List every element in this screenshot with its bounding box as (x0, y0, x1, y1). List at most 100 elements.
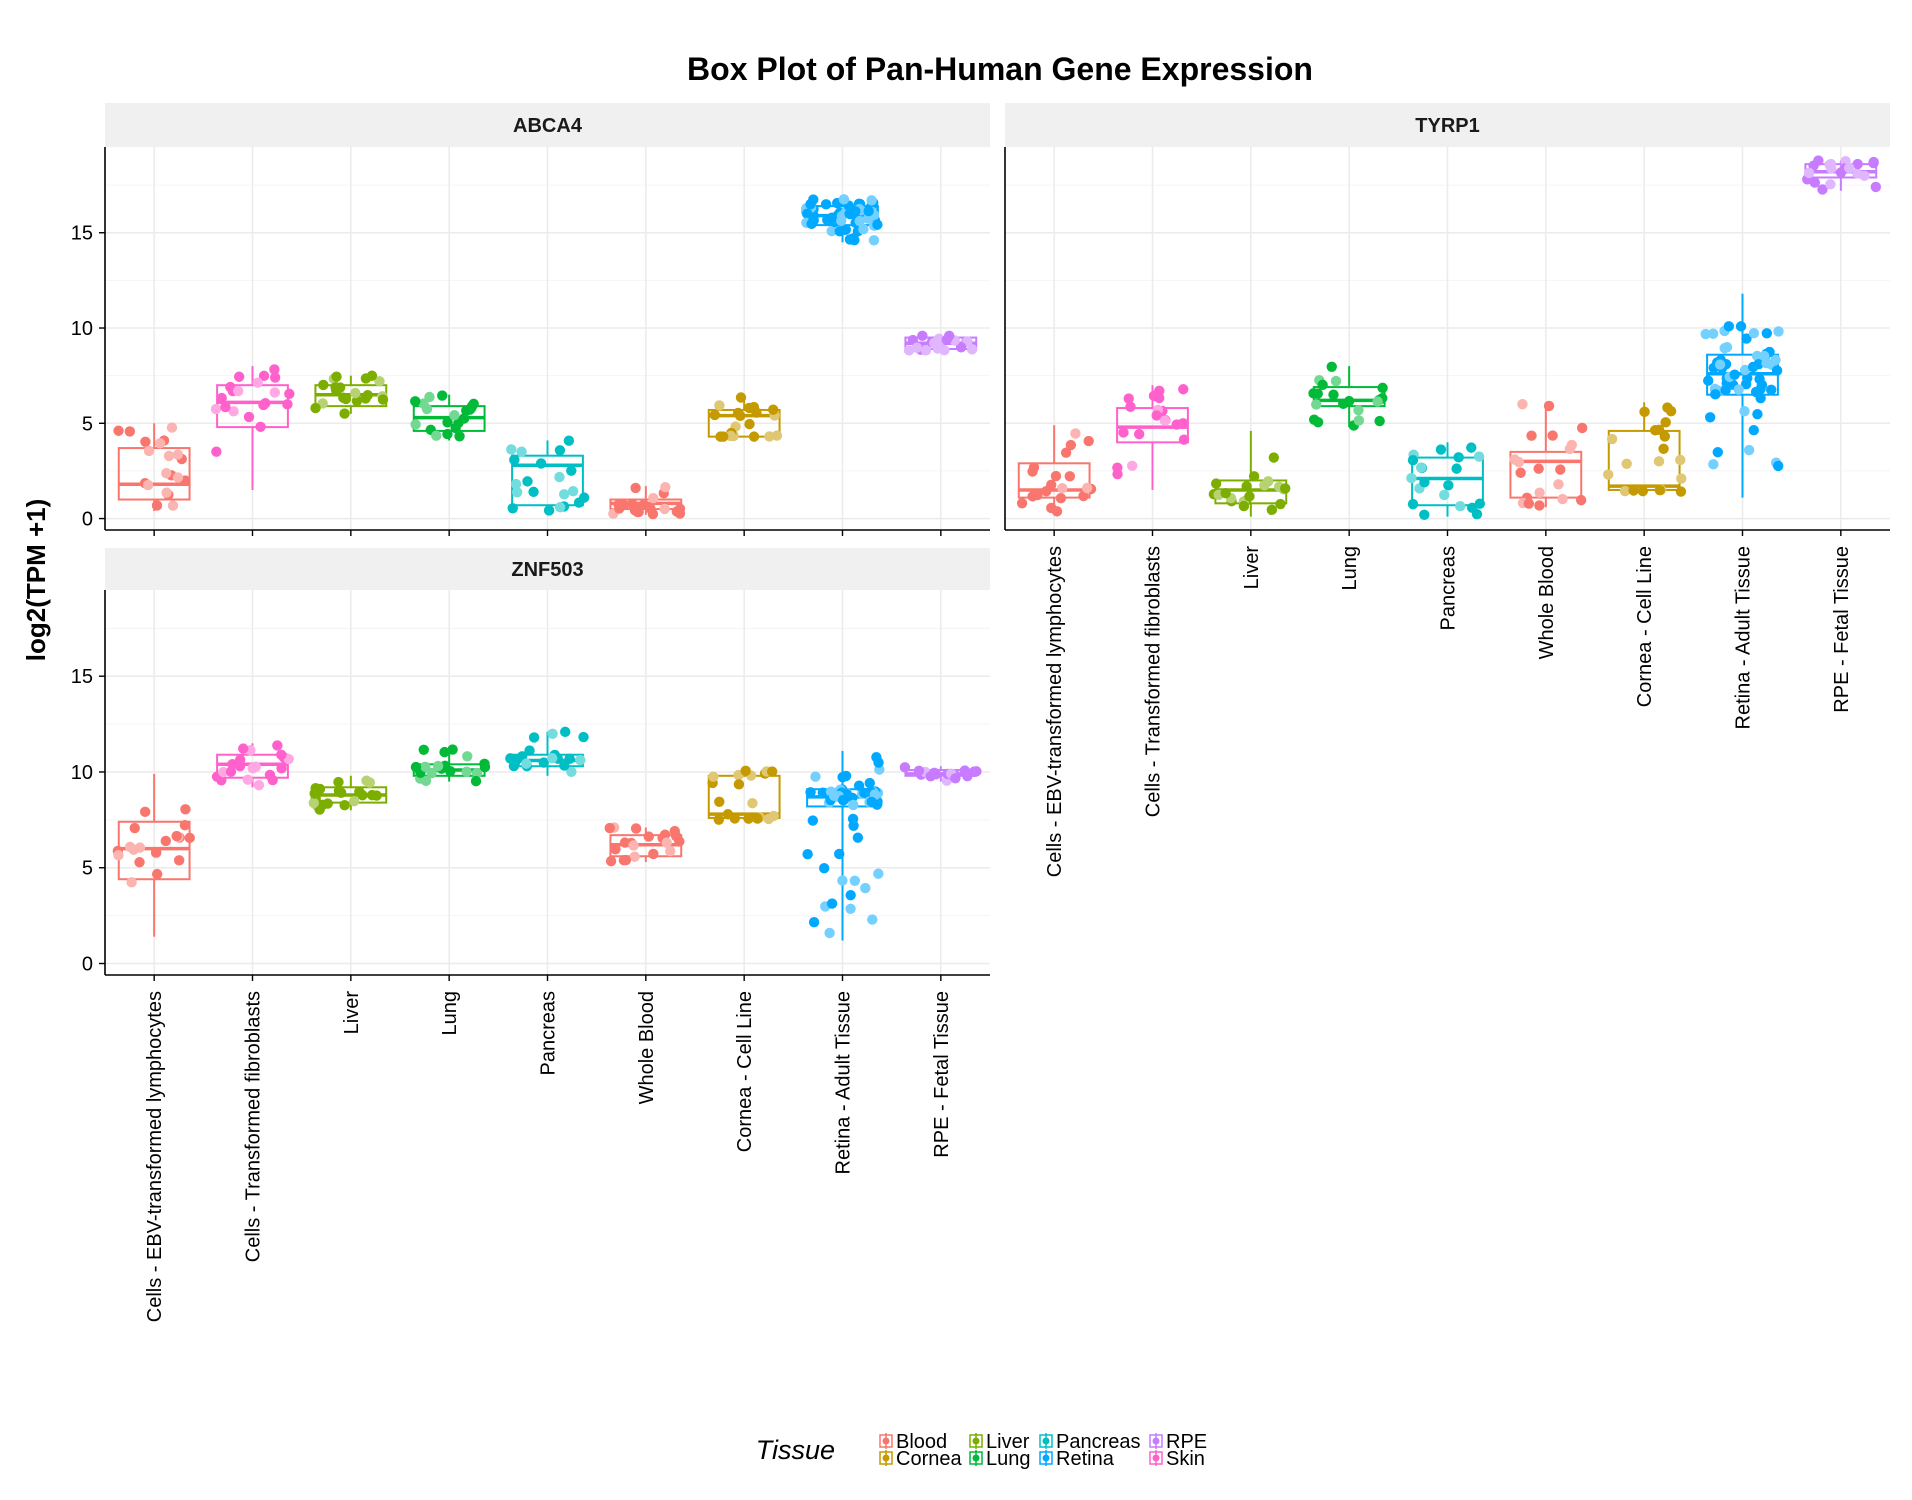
x-tick-label: Lung (1339, 546, 1361, 591)
data-point (1451, 463, 1462, 474)
data-point (1825, 179, 1836, 190)
data-point (151, 868, 163, 880)
data-point (575, 754, 586, 766)
data-point (943, 330, 955, 341)
data-point (1419, 476, 1430, 488)
data-point (1374, 415, 1385, 427)
data-point (547, 728, 558, 740)
box-lung (410, 390, 486, 442)
data-point (1515, 467, 1526, 478)
data-point (1133, 428, 1145, 440)
data-point (845, 889, 856, 901)
data-point (626, 498, 638, 510)
data-point (1761, 328, 1773, 339)
data-point (845, 903, 856, 914)
data-point (839, 224, 850, 235)
data-point (1773, 460, 1784, 472)
data-point (866, 195, 877, 206)
data-point (709, 409, 721, 421)
panel-tyrp1: TYRP1 Cells - EBV-transformed lymphocytes… (1004, 103, 1890, 877)
data-point (466, 401, 477, 412)
data-point (713, 814, 725, 825)
legend-label: RPE (1166, 1431, 1207, 1453)
x-tick-label: Liver (1241, 546, 1263, 590)
data-point (630, 482, 641, 494)
x-tick-label: Cells - EBV-transformed lymphocytes (1044, 546, 1066, 877)
data-point (826, 898, 838, 909)
data-point (1455, 500, 1466, 512)
data-point (659, 829, 671, 840)
data-point (824, 927, 835, 939)
data-point (253, 779, 265, 791)
legend-item-blood: Blood (879, 1431, 947, 1453)
x-tick-label: Retina - Adult Tissue (1733, 546, 1755, 729)
data-point (437, 390, 448, 401)
legend-key-point (1042, 1437, 1050, 1445)
x-tick-label: Whole Blood (1536, 546, 1558, 659)
data-point (578, 731, 589, 743)
data-point (1714, 359, 1726, 370)
data-point (424, 391, 435, 403)
data-point (461, 766, 472, 777)
data-point (1557, 493, 1568, 505)
data-point (140, 436, 151, 447)
data-point (817, 787, 829, 798)
data-point (124, 426, 136, 437)
data-point (234, 754, 246, 765)
data-point (1603, 469, 1614, 480)
data-point (554, 471, 565, 483)
data-point (867, 914, 878, 925)
data-point (252, 377, 263, 388)
data-point (354, 786, 365, 797)
x-tick-label: Whole Blood (636, 991, 658, 1104)
data-point (243, 411, 255, 423)
data-point (1057, 483, 1068, 494)
data-point (1178, 434, 1190, 445)
data-point (748, 431, 760, 442)
data-point (535, 458, 547, 469)
data-point (1754, 373, 1765, 385)
data-point (1471, 508, 1483, 520)
data-point (134, 857, 145, 868)
data-point (1843, 162, 1855, 174)
data-point (1435, 444, 1447, 455)
data-point (442, 428, 453, 440)
data-point (1311, 399, 1322, 410)
data-point (1127, 460, 1138, 471)
data-point (1852, 168, 1863, 179)
data-point (242, 774, 253, 785)
panel-abca4: ABCA4 0 5 10 15 (71, 103, 990, 536)
facet-panels: ABCA4 0 5 10 15 TYRP1 Cells - EBV-transformed … (71, 103, 1890, 1322)
data-point (333, 776, 344, 788)
data-point (1770, 354, 1781, 366)
data-point (258, 399, 269, 411)
box-rect (117, 447, 191, 501)
data-point (445, 766, 456, 777)
legend-item-pancreas: Pancreas (1039, 1431, 1141, 1453)
data-point (1466, 442, 1477, 453)
data-point (129, 822, 140, 834)
box-whole-blood (608, 481, 686, 520)
legend-key-point (1042, 1454, 1050, 1462)
data-point (1407, 498, 1419, 510)
data-point (113, 425, 124, 436)
data-point (1748, 328, 1760, 339)
data-point (1817, 184, 1828, 195)
data-point (1220, 487, 1231, 499)
data-point (1676, 473, 1687, 484)
data-point (255, 421, 266, 432)
chart-title: Box Plot of Pan-Human Gene Expression (687, 51, 1313, 87)
data-point (276, 749, 287, 760)
data-point (510, 756, 521, 768)
data-point (1743, 444, 1755, 456)
data-point (1353, 415, 1365, 426)
strip-tyrp1 (1005, 103, 1890, 147)
data-point (1210, 478, 1222, 489)
box-liver (308, 775, 388, 815)
box-lung (1308, 361, 1388, 431)
data-point (276, 763, 287, 774)
data-point (418, 744, 429, 755)
data-point (708, 771, 719, 782)
x-tick-label: Retina - Adult Tissue (833, 991, 855, 1174)
data-point (218, 766, 229, 778)
